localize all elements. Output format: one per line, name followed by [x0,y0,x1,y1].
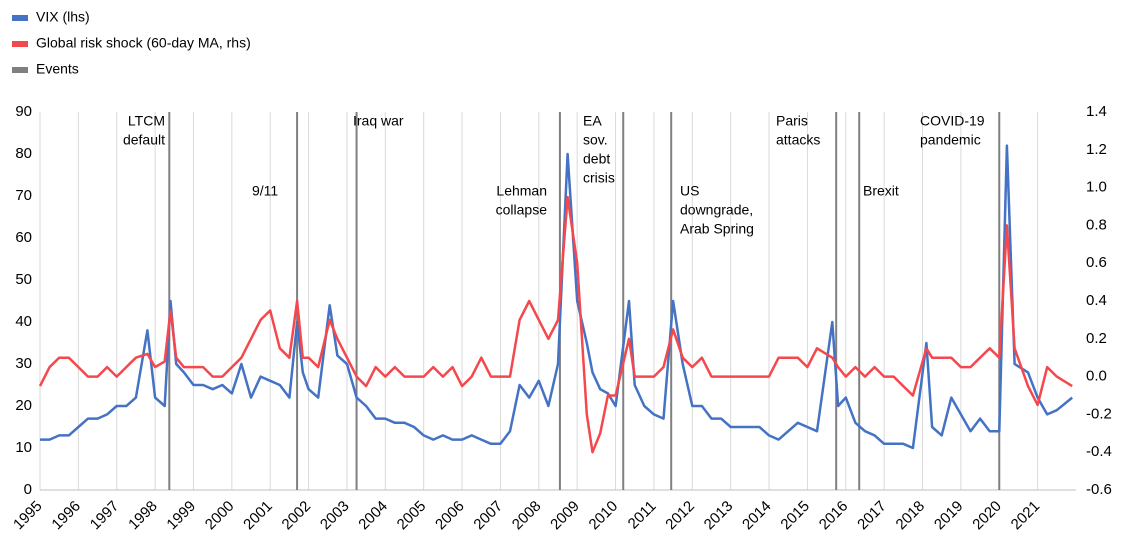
y-tick-label: 50 [15,271,32,288]
y2-tick-label: 1.2 [1086,141,1107,158]
y2-tick-label: -0.4 [1086,443,1112,460]
event-label: default [123,132,165,148]
x-tick-label: 2017 [854,498,890,534]
event-label: Iraq war [353,113,404,129]
x-tick-label: 2002 [279,498,315,534]
y2-tick-label: 1.0 [1086,179,1107,196]
y2-tick-label: 0.6 [1086,254,1107,271]
event-label: 9/11 [252,183,278,199]
event-label: attacks [776,132,820,148]
series-line [38,195,1073,454]
x-tick-label: 2019 [931,498,967,534]
y-tick-label: 0 [24,481,32,498]
event-label: US [680,183,699,199]
y-tick-label: 30 [15,355,32,372]
legend-swatch [12,67,28,73]
event-label: EA [583,113,602,129]
x-tick-label: 2000 [202,498,238,534]
event-label: Arab Spring [680,221,754,237]
event-label: COVID-19 [920,113,985,129]
x-tick-label: 2006 [432,498,468,534]
x-tick-label: 2007 [470,498,506,534]
y2-tick-label: 0.0 [1086,368,1107,385]
x-tick-label: 2013 [701,498,737,534]
y-tick-label: 90 [15,103,32,120]
y-tick-label: 20 [15,397,32,414]
x-tick-label: 2011 [625,498,660,533]
x-tick-label: 2009 [547,498,583,534]
legend-swatch [12,15,28,21]
event-label: Paris [776,113,808,129]
x-tick-label: 2018 [893,498,929,534]
y-tick-label: 10 [15,439,32,456]
event-label: debt [583,151,610,167]
event-label: LTCM [128,113,165,129]
x-tick-label: 2012 [662,498,698,534]
x-tick-label: 1999 [163,498,199,534]
x-tick-label: 2005 [394,498,430,534]
x-tick-label: 2003 [317,498,353,534]
x-tick-label: 2021 [1008,498,1044,534]
legend-swatch [12,41,28,47]
x-tick-label: 2016 [816,498,852,534]
x-tick-label: 1998 [125,498,161,534]
x-tick-label: 2020 [969,498,1005,534]
legend-label: Events [36,61,79,77]
x-tick-label: 2001 [240,498,276,534]
x-tick-label: 2014 [739,498,775,534]
y2-tick-label: 0.8 [1086,216,1107,233]
y-tick-label: 80 [15,145,32,162]
event-label: crisis [583,170,615,186]
y-tick-label: 60 [15,229,32,246]
x-tick-label: 2015 [777,498,813,534]
x-tick-label: 2008 [509,498,545,534]
y2-tick-label: -0.6 [1086,481,1112,498]
event-label: collapse [496,202,548,218]
x-tick-label: 1995 [10,498,46,534]
y2-tick-label: 1.4 [1086,103,1107,120]
y2-tick-label: 0.2 [1086,330,1107,347]
event-label: Brexit [863,183,899,199]
legend-label: VIX (lhs) [36,9,90,25]
y-tick-label: 40 [15,313,32,330]
x-tick-label: 2010 [586,498,622,534]
y-tick-label: 70 [15,187,32,204]
y2-tick-label: -0.2 [1086,405,1112,422]
x-tick-label: 1996 [48,498,84,534]
x-tick-label: 1997 [87,498,123,534]
event-label: downgrade, [680,202,753,218]
event-label: pandemic [920,132,981,148]
y2-tick-label: 0.4 [1086,292,1107,309]
x-tick-label: 2004 [355,498,391,534]
series-line [40,144,1073,450]
legend-label: Global risk shock (60-day MA, rhs) [36,35,251,51]
event-label: Lehman [496,183,547,199]
event-label: sov. [583,132,608,148]
